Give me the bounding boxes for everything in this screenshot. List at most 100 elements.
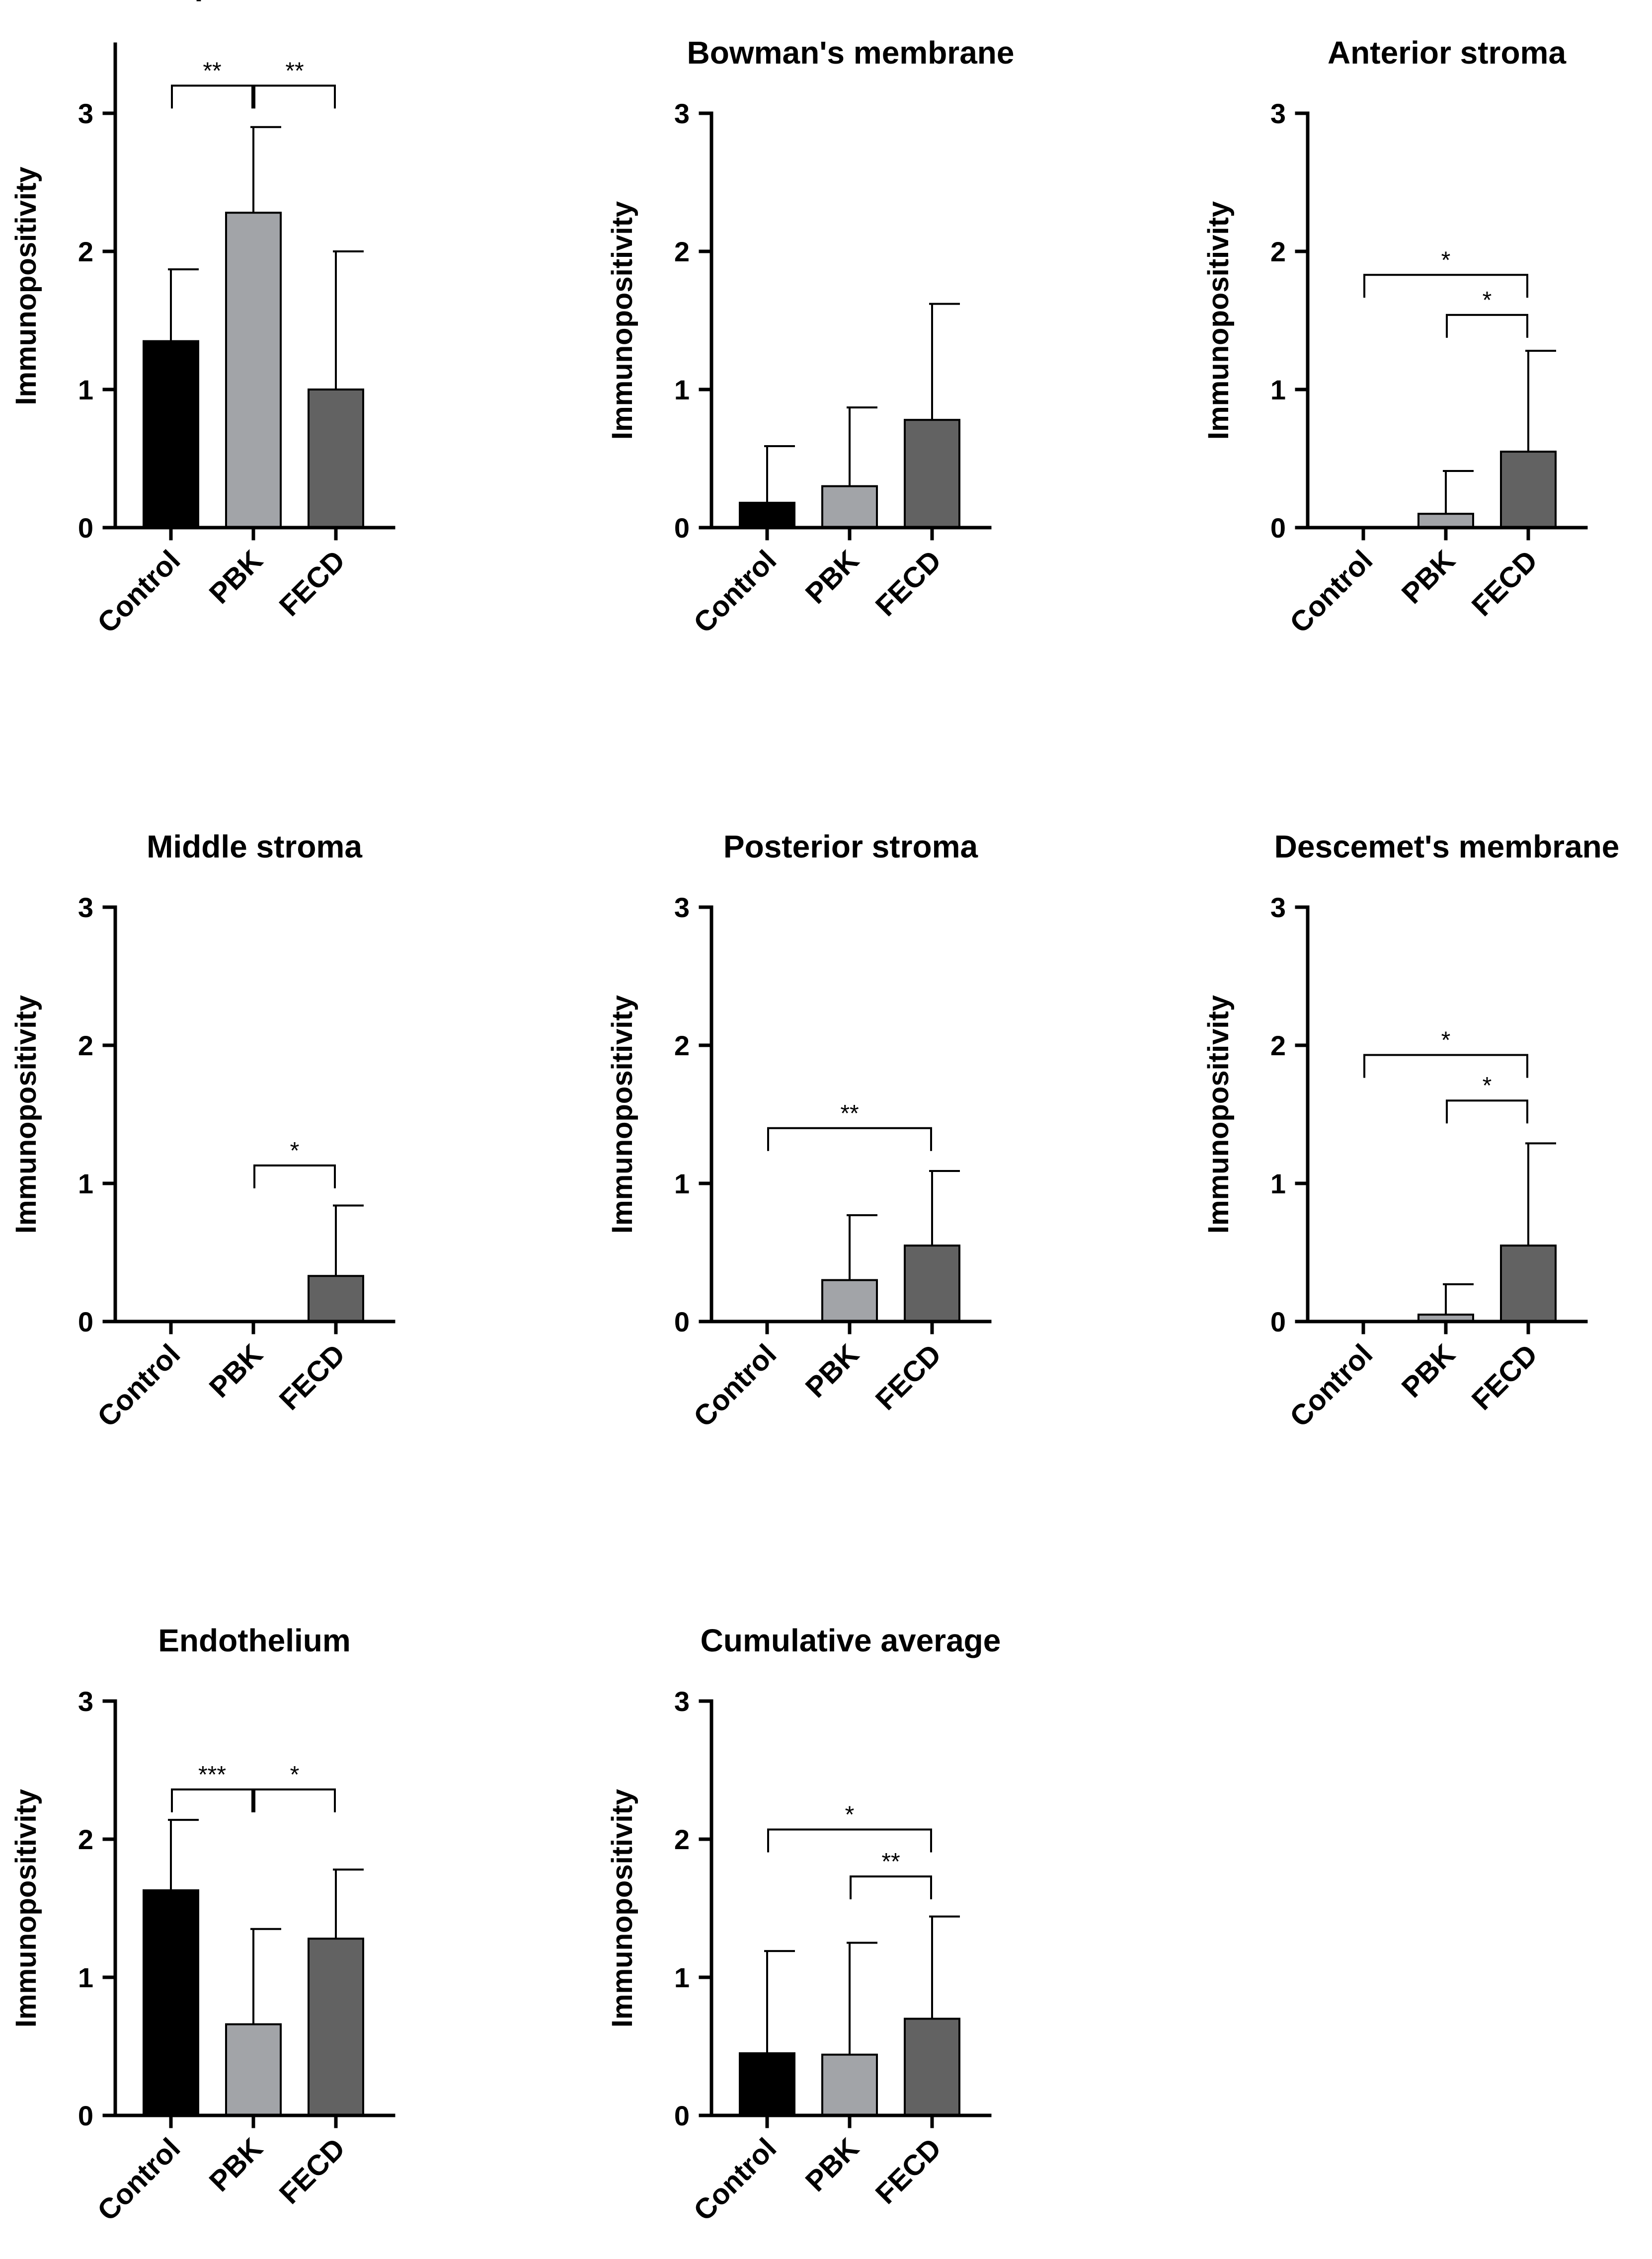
chart-panel: Epithelium Immunopositivity 0 1 2 3 Control PBK… — [10, 0, 395, 639]
significance-bracket — [767, 1828, 932, 1853]
y-tick-label: 2 — [674, 236, 690, 267]
y-tick-label: 1 — [78, 374, 93, 405]
bar-control — [739, 2052, 795, 2116]
x-tick-label-control: Control — [687, 1338, 783, 1433]
y-tick-label: 2 — [1270, 1030, 1286, 1061]
significance-bracket — [850, 1875, 932, 1900]
x-tick-label-control: Control — [91, 2132, 186, 2227]
bar-control — [143, 1889, 199, 2117]
x-tick-label-pbk: PBK — [1396, 544, 1462, 610]
significance-bracket — [1363, 1054, 1528, 1078]
significance-label: * — [290, 1138, 300, 1164]
y-tick-label: 3 — [674, 1686, 690, 1717]
significance-label: * — [845, 1802, 855, 1828]
bar-fecd — [1500, 1245, 1557, 1323]
significance-label: * — [1441, 247, 1451, 273]
x-tick-label-fecd: FECD — [1466, 1338, 1544, 1416]
bar-fecd — [904, 419, 960, 529]
significance-bracket — [253, 84, 336, 109]
chart-panel: Posterior stroma Immunopositivity 0 1 2 3 Cont… — [606, 829, 992, 1433]
chart-panel: Endothelium Immunopositivity 0 1 2 3 Control PB… — [10, 1623, 395, 2227]
significance-label: * — [1441, 1027, 1451, 1053]
y-tick-label: 3 — [674, 98, 690, 129]
y-tick-label: 3 — [78, 98, 93, 129]
chart-panel: Middle stroma Immunopositivity 0 1 2 3 Control… — [10, 829, 395, 1433]
y-tick-label: 0 — [1270, 1306, 1286, 1337]
y-tick-label: 2 — [78, 1824, 93, 1855]
x-tick-label-fecd: FECD — [273, 2132, 352, 2210]
x-tick-label-control: Control — [91, 544, 186, 639]
x-tick-label-pbk: PBK — [203, 544, 269, 610]
x-tick-label-fecd: FECD — [869, 1338, 948, 1416]
significance-bracket — [1446, 1099, 1528, 1124]
y-tick-label: 2 — [674, 1030, 690, 1061]
x-tick-label-control: Control — [1283, 1338, 1379, 1433]
y-tick-label: 3 — [1270, 98, 1286, 129]
y-tick-label: 2 — [674, 1824, 690, 1855]
y-tick-label: 3 — [674, 892, 690, 923]
y-tick-label: 1 — [674, 1962, 690, 1993]
bar-fecd — [904, 1245, 960, 1323]
bar-fecd — [308, 389, 364, 529]
chart-title: Cumulative average — [701, 1623, 1001, 1658]
y-tick-label: 1 — [1270, 1168, 1286, 1199]
bar-fecd — [308, 1275, 364, 1323]
bar-control — [143, 340, 199, 529]
significance-bracket — [171, 84, 253, 109]
chart-panel: Anterior stroma Immunopositivity 0 1 2 3 Contr… — [1202, 35, 1588, 639]
bar-pbk — [1417, 513, 1474, 529]
y-tick-label: 1 — [78, 1962, 93, 1993]
chart-title: Endothelium — [158, 1623, 351, 1658]
y-axis-label: Immunopositivity — [1202, 995, 1235, 1234]
bar-fecd — [1500, 451, 1557, 529]
y-axis-label: Immunopositivity — [10, 1789, 42, 2027]
y-tick-label: 2 — [1270, 236, 1286, 267]
y-axis-label: Immunopositivity — [1202, 201, 1235, 440]
y-tick-label: 0 — [1270, 512, 1286, 544]
bar-pbk — [821, 1279, 878, 1323]
x-tick-label-fecd: FECD — [273, 1338, 352, 1416]
y-axis-label: Immunopositivity — [10, 166, 42, 405]
x-tick-label-pbk: PBK — [203, 1338, 269, 1404]
significance-label: * — [1483, 287, 1492, 313]
y-axis-label: Immunopositivity — [606, 201, 638, 440]
x-tick-label-control: Control — [687, 2132, 783, 2227]
chart-title: Descemet's membrane — [1274, 829, 1620, 864]
significance-label: *** — [198, 1762, 226, 1788]
y-tick-label: 0 — [674, 1306, 690, 1337]
chart-panel: Descemet's membrane Immunopositivity 0 1 2 3 C… — [1202, 829, 1619, 1433]
bar-pbk — [821, 485, 878, 529]
significance-label: * — [290, 1762, 300, 1788]
chart-title: Bowman's membrane — [687, 35, 1015, 71]
y-tick-label: 0 — [78, 512, 93, 544]
x-tick-label-control: Control — [687, 544, 783, 639]
x-tick-label-control: Control — [1283, 544, 1379, 639]
significance-label: ** — [203, 58, 221, 84]
x-tick-label-pbk: PBK — [1396, 1338, 1462, 1404]
significance-label: ** — [881, 1849, 900, 1875]
y-axis-label: Immunopositivity — [10, 995, 42, 1234]
y-axis-label: Immunopositivity — [606, 1789, 638, 2027]
x-tick-label-control: Control — [91, 1338, 186, 1433]
y-tick-label: 3 — [78, 892, 93, 923]
bar-fecd — [904, 2018, 960, 2116]
x-tick-label-pbk: PBK — [799, 544, 865, 610]
bar-control — [739, 501, 795, 529]
y-tick-label: 1 — [674, 374, 690, 405]
x-tick-label-fecd: FECD — [273, 544, 352, 623]
bar-pbk — [225, 212, 282, 529]
y-tick-label: 0 — [674, 512, 690, 544]
y-tick-label: 0 — [78, 1306, 93, 1337]
y-tick-label: 0 — [674, 2100, 690, 2131]
y-tick-label: 1 — [674, 1168, 690, 1199]
significance-label: * — [1483, 1073, 1492, 1099]
y-tick-label: 3 — [1270, 892, 1286, 923]
y-tick-label: 1 — [78, 1168, 93, 1199]
significance-bracket — [253, 1164, 336, 1188]
bar-pbk — [821, 2053, 878, 2117]
significance-bracket — [767, 1127, 932, 1151]
x-tick-label-pbk: PBK — [799, 1338, 865, 1404]
y-tick-label: 3 — [78, 1686, 93, 1717]
chart-title: Anterior stroma — [1328, 35, 1567, 71]
